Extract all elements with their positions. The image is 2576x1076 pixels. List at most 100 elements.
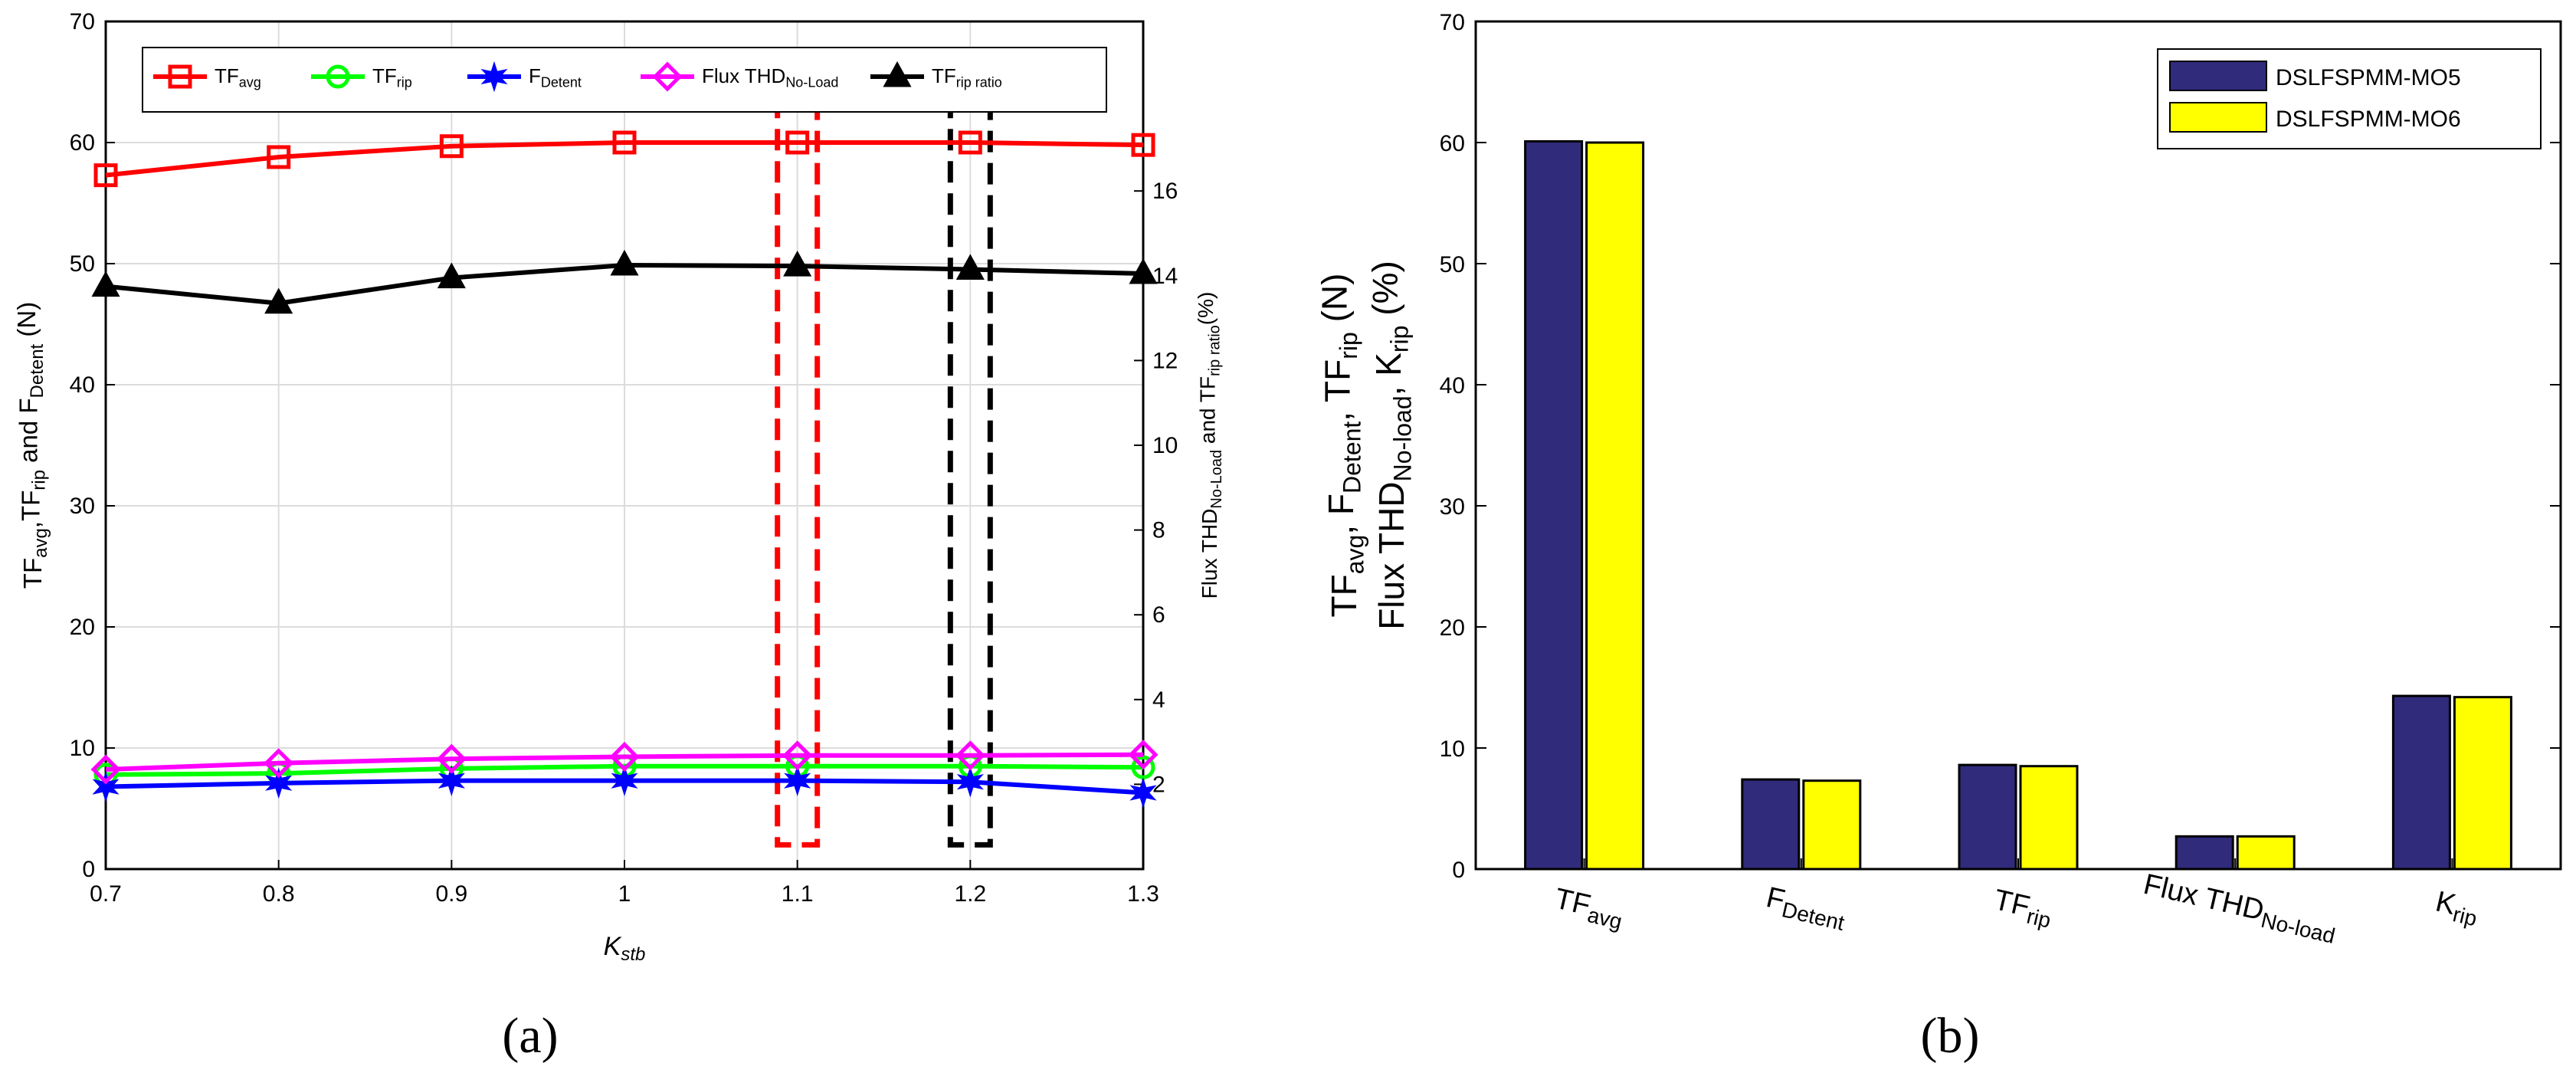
data-point (610, 249, 639, 276)
y-axis-label-line2-sub: No-load (1389, 395, 1417, 481)
x-category-label-sub: rip (2024, 904, 2053, 933)
data-point (168, 64, 192, 89)
legend-label-sub: Detent (541, 74, 582, 90)
data-point (612, 130, 637, 155)
y-left-tick-label: 50 (70, 251, 95, 277)
panel-label-a: (a) (502, 1008, 558, 1064)
y-left-axis-label-text: TF (18, 558, 47, 589)
x-category-label: TFavg (1551, 883, 1627, 934)
series-flux-thd-no-load (90, 740, 1159, 785)
y-axis-label-line1-text: , F (1321, 494, 1361, 535)
y-right-axis-label-text: and TF (1196, 376, 1220, 450)
x-tick-label: 0.7 (90, 881, 122, 907)
y-axis-label-line1-sub: avg (1342, 535, 1369, 575)
legend-label: Flux THDNo-Load (702, 64, 838, 90)
legend-label-text: TF (932, 64, 956, 87)
y-right-axis-label-text: (%) (1194, 292, 1218, 326)
x-category-label: Krip (2432, 885, 2483, 930)
x-category-label: Flux THDNo-load (2139, 868, 2340, 948)
y-axis-label-line2-text: , K (1368, 353, 1408, 396)
x-category-label-sub: avg (1585, 903, 1624, 933)
data-point (92, 771, 120, 802)
x-axis-label-text: K (604, 932, 622, 961)
x-tick-label: 1.3 (1127, 881, 1159, 907)
y-tick-label: 10 (1440, 736, 1465, 762)
y-axis-label-line2-text: (%) (1365, 261, 1405, 325)
data-point (955, 740, 985, 771)
x-axis-label: Kstb (604, 932, 646, 965)
y-left-tick-label: 40 (70, 372, 95, 398)
data-point (93, 163, 118, 188)
y-right-tick-label: 10 (1152, 433, 1178, 458)
series-tf-rip-ratio (91, 249, 1158, 314)
x-category-label-sub: No-load (2259, 908, 2338, 948)
series-line (105, 752, 1144, 773)
y-right-tick-label: 2 (1152, 772, 1165, 797)
y-right-tick-label: 6 (1152, 602, 1165, 628)
y-tick-label: 70 (1440, 10, 1465, 35)
data-point (326, 64, 350, 89)
x-category-label-text: Flux THD (2141, 868, 2267, 927)
bar (1958, 763, 2017, 871)
legend-swatch (2169, 102, 2267, 133)
data-point (1129, 258, 1158, 284)
data-point (439, 134, 464, 159)
y-left-tick-label: 20 (70, 615, 95, 640)
x-tick-label: 0.8 (263, 881, 295, 907)
x-category-label-text: TF (1552, 883, 1594, 922)
legend-label-text: TF (215, 64, 239, 87)
legend-label-sub: avg (239, 74, 261, 90)
legend-box (142, 47, 1107, 113)
y-tick-label: 30 (1440, 494, 1465, 520)
y-axis-label-line1-text: TF (1324, 574, 1364, 617)
x-tick-label: 0.9 (435, 881, 467, 907)
y-axis-label-line2-text: Flux THD (1372, 481, 1411, 629)
y-left-axis-label-text: (N) (12, 302, 41, 344)
bar (2391, 694, 2451, 871)
bar (2175, 835, 2234, 871)
y-axis-label-line1-sub: rip (1335, 332, 1362, 359)
bar (1741, 778, 1801, 871)
legend-label-sub: rip (397, 74, 412, 90)
legend-label: DSLFSPMM-MO6 (2276, 107, 2461, 132)
y-left-axis-label-text: and F (15, 398, 43, 470)
y-tick-label: 40 (1440, 373, 1465, 399)
data-point (958, 130, 982, 155)
legend-label: FDetent (529, 64, 582, 90)
x-category-label-text: TF (1991, 884, 2033, 923)
y-tick-label: 20 (1440, 615, 1465, 641)
data-point (1129, 777, 1157, 809)
y-left-axis-label-sub: avg (31, 528, 51, 558)
y-tick-label: 60 (1440, 131, 1465, 156)
data-point (265, 767, 293, 799)
x-category-label: TFrip (1990, 884, 2056, 933)
data-point (956, 766, 984, 798)
y-left-axis-label: TFavg,TFrip and FDetent (N) (12, 302, 51, 589)
y-tick-label: 0 (1452, 858, 1465, 883)
y-left-axis-label-text: ,TF (16, 490, 44, 528)
bar (1585, 141, 1645, 871)
y-left-tick-label: 70 (70, 9, 95, 34)
legend-swatch (2169, 61, 2267, 91)
legend-label-sub: rip ratio (956, 74, 1002, 90)
x-category-label-sub: rip (2450, 902, 2479, 930)
bar (1524, 139, 1584, 871)
legend-label-text: F (529, 64, 541, 87)
y-left-tick-label: 30 (70, 494, 95, 519)
data-point (783, 250, 812, 277)
y-right-tick-label: 16 (1152, 179, 1178, 204)
legend-label-sub: No-Load (785, 74, 838, 90)
data-point (652, 61, 683, 92)
data-point (1128, 740, 1159, 770)
y-axis-label-line1-text: (N) (1314, 274, 1354, 333)
data-point (267, 145, 291, 169)
data-point (480, 61, 508, 93)
x-tick-label: 1 (618, 881, 631, 907)
data-point (1131, 133, 1155, 157)
y-axis-label-line1-sub: Detent (1338, 422, 1365, 494)
data-point (782, 740, 813, 771)
bar (2453, 696, 2512, 871)
y-right-tick-label: 4 (1152, 687, 1165, 713)
x-tick-label: 1.1 (782, 881, 814, 907)
